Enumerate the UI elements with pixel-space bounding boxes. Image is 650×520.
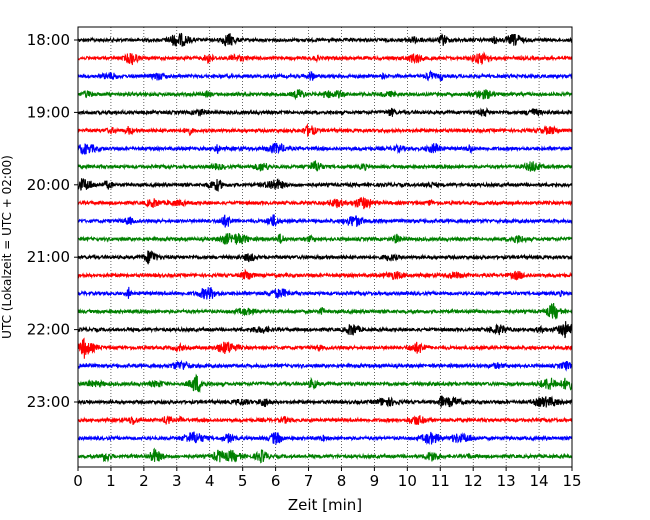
trace-2245 bbox=[77, 373, 573, 394]
y-tick-label: 19:00 bbox=[27, 103, 70, 121]
x-tick-label: 0 bbox=[73, 472, 83, 490]
x-tick-label: 11 bbox=[431, 472, 450, 490]
x-tick-label: 4 bbox=[205, 472, 215, 490]
x-tick-label: 2 bbox=[139, 472, 149, 490]
trace-2230 bbox=[77, 359, 573, 372]
trace-2215 bbox=[77, 337, 573, 359]
x-tick-label: 14 bbox=[530, 472, 549, 490]
trace-2130 bbox=[77, 286, 573, 300]
x-axis: 0 1 2 3 4 5 6 7 8 9 10 11 12 13 14 15 bbox=[73, 467, 582, 490]
trace-2045 bbox=[77, 232, 573, 245]
x-tick-label: 10 bbox=[398, 472, 417, 490]
trace-2000 bbox=[77, 178, 573, 192]
trace-1900 bbox=[77, 106, 573, 117]
x-tick-label: 5 bbox=[238, 472, 248, 490]
x-axis-label: Zeit [min] bbox=[288, 496, 362, 514]
trace-1945 bbox=[77, 160, 573, 172]
x-tick-label: 13 bbox=[497, 472, 516, 490]
y-axis-label: UTC (Lokalzeit = UTC + 02:00) bbox=[0, 155, 14, 339]
trace-1845 bbox=[77, 89, 573, 101]
trace-2345 bbox=[77, 447, 573, 464]
x-tick-label: 12 bbox=[464, 472, 483, 490]
trace-2015 bbox=[77, 196, 573, 210]
x-tick-label: 1 bbox=[106, 472, 116, 490]
trace-1800 bbox=[77, 32, 573, 47]
y-tick-label: 22:00 bbox=[27, 321, 70, 339]
x-tick-label: 15 bbox=[562, 472, 581, 490]
trace-2115 bbox=[77, 268, 573, 282]
trace-2030 bbox=[77, 214, 573, 228]
trace-1830 bbox=[77, 69, 573, 82]
trace-2330 bbox=[77, 431, 573, 445]
x-tick-label: 9 bbox=[370, 472, 380, 490]
y-tick-label: 23:00 bbox=[27, 393, 70, 411]
x-tick-label: 6 bbox=[271, 472, 281, 490]
plot-background bbox=[78, 27, 572, 467]
y-axis: 18:00 19:00 20:00 21:00 22:00 23:00 bbox=[27, 31, 78, 411]
trace-2315 bbox=[77, 414, 573, 426]
x-tick-label: 8 bbox=[337, 472, 347, 490]
x-tick-label: 7 bbox=[304, 472, 314, 490]
trace-1915 bbox=[77, 123, 573, 137]
y-tick-label: 20:00 bbox=[27, 176, 70, 194]
y-tick-label: 21:00 bbox=[27, 248, 70, 266]
x-tick-label: 3 bbox=[172, 472, 182, 490]
trace-2300 bbox=[77, 395, 573, 408]
trace-2200 bbox=[77, 321, 573, 339]
plot-frame bbox=[77, 26, 573, 468]
traces bbox=[77, 32, 573, 464]
trace-2145 bbox=[77, 303, 573, 321]
y-tick-label: 18:00 bbox=[27, 31, 70, 49]
trace-2100 bbox=[77, 250, 573, 265]
grid-lines bbox=[110, 27, 540, 467]
trace-1930 bbox=[77, 142, 573, 156]
trace-1815 bbox=[77, 51, 573, 66]
